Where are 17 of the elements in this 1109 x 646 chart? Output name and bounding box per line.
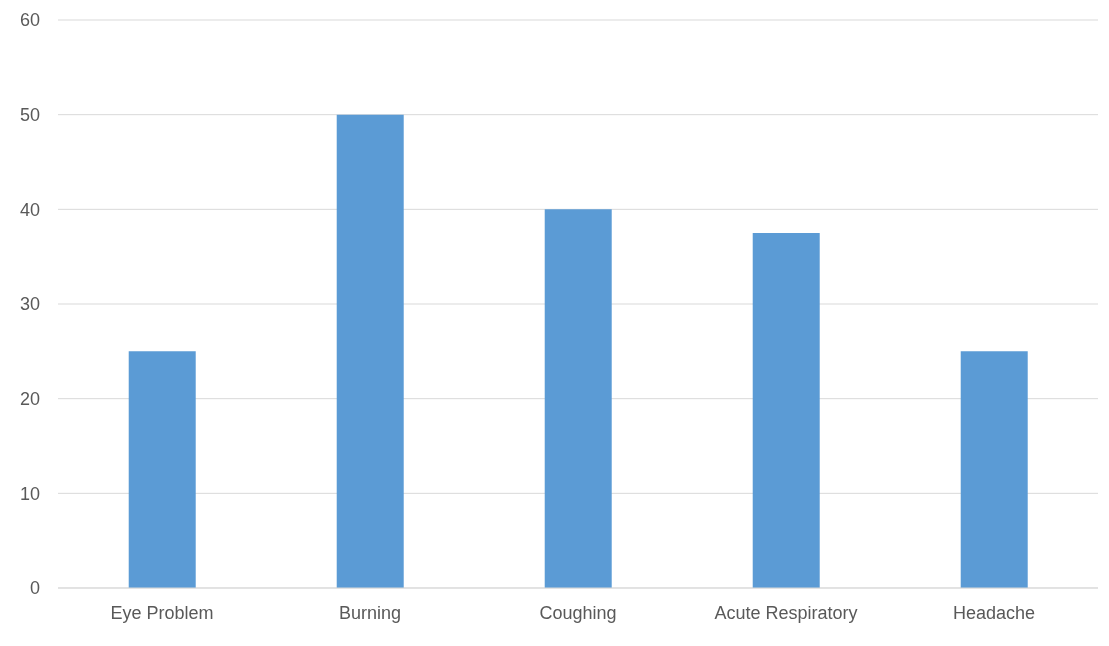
x-tick-label: Coughing bbox=[539, 602, 617, 623]
y-tick-label: 20 bbox=[19, 389, 40, 410]
bar bbox=[752, 233, 820, 588]
bar bbox=[336, 114, 404, 588]
x-tick-label: Headache bbox=[952, 602, 1036, 623]
x-tick-label: Acute Respiratory bbox=[714, 602, 858, 623]
y-tick-label: 30 bbox=[19, 294, 40, 315]
y-tick-label: 50 bbox=[19, 105, 40, 126]
y-tick-label: 0 bbox=[29, 578, 40, 599]
x-tick-label: Burning bbox=[338, 602, 402, 623]
x-tick-label: Eye Problem bbox=[110, 602, 214, 623]
y-tick-label: 10 bbox=[19, 483, 40, 504]
y-tick-label: 60 bbox=[19, 10, 40, 31]
y-tick-label: 40 bbox=[19, 199, 40, 220]
bar bbox=[544, 209, 612, 588]
bar bbox=[128, 351, 196, 588]
bar bbox=[960, 351, 1028, 588]
